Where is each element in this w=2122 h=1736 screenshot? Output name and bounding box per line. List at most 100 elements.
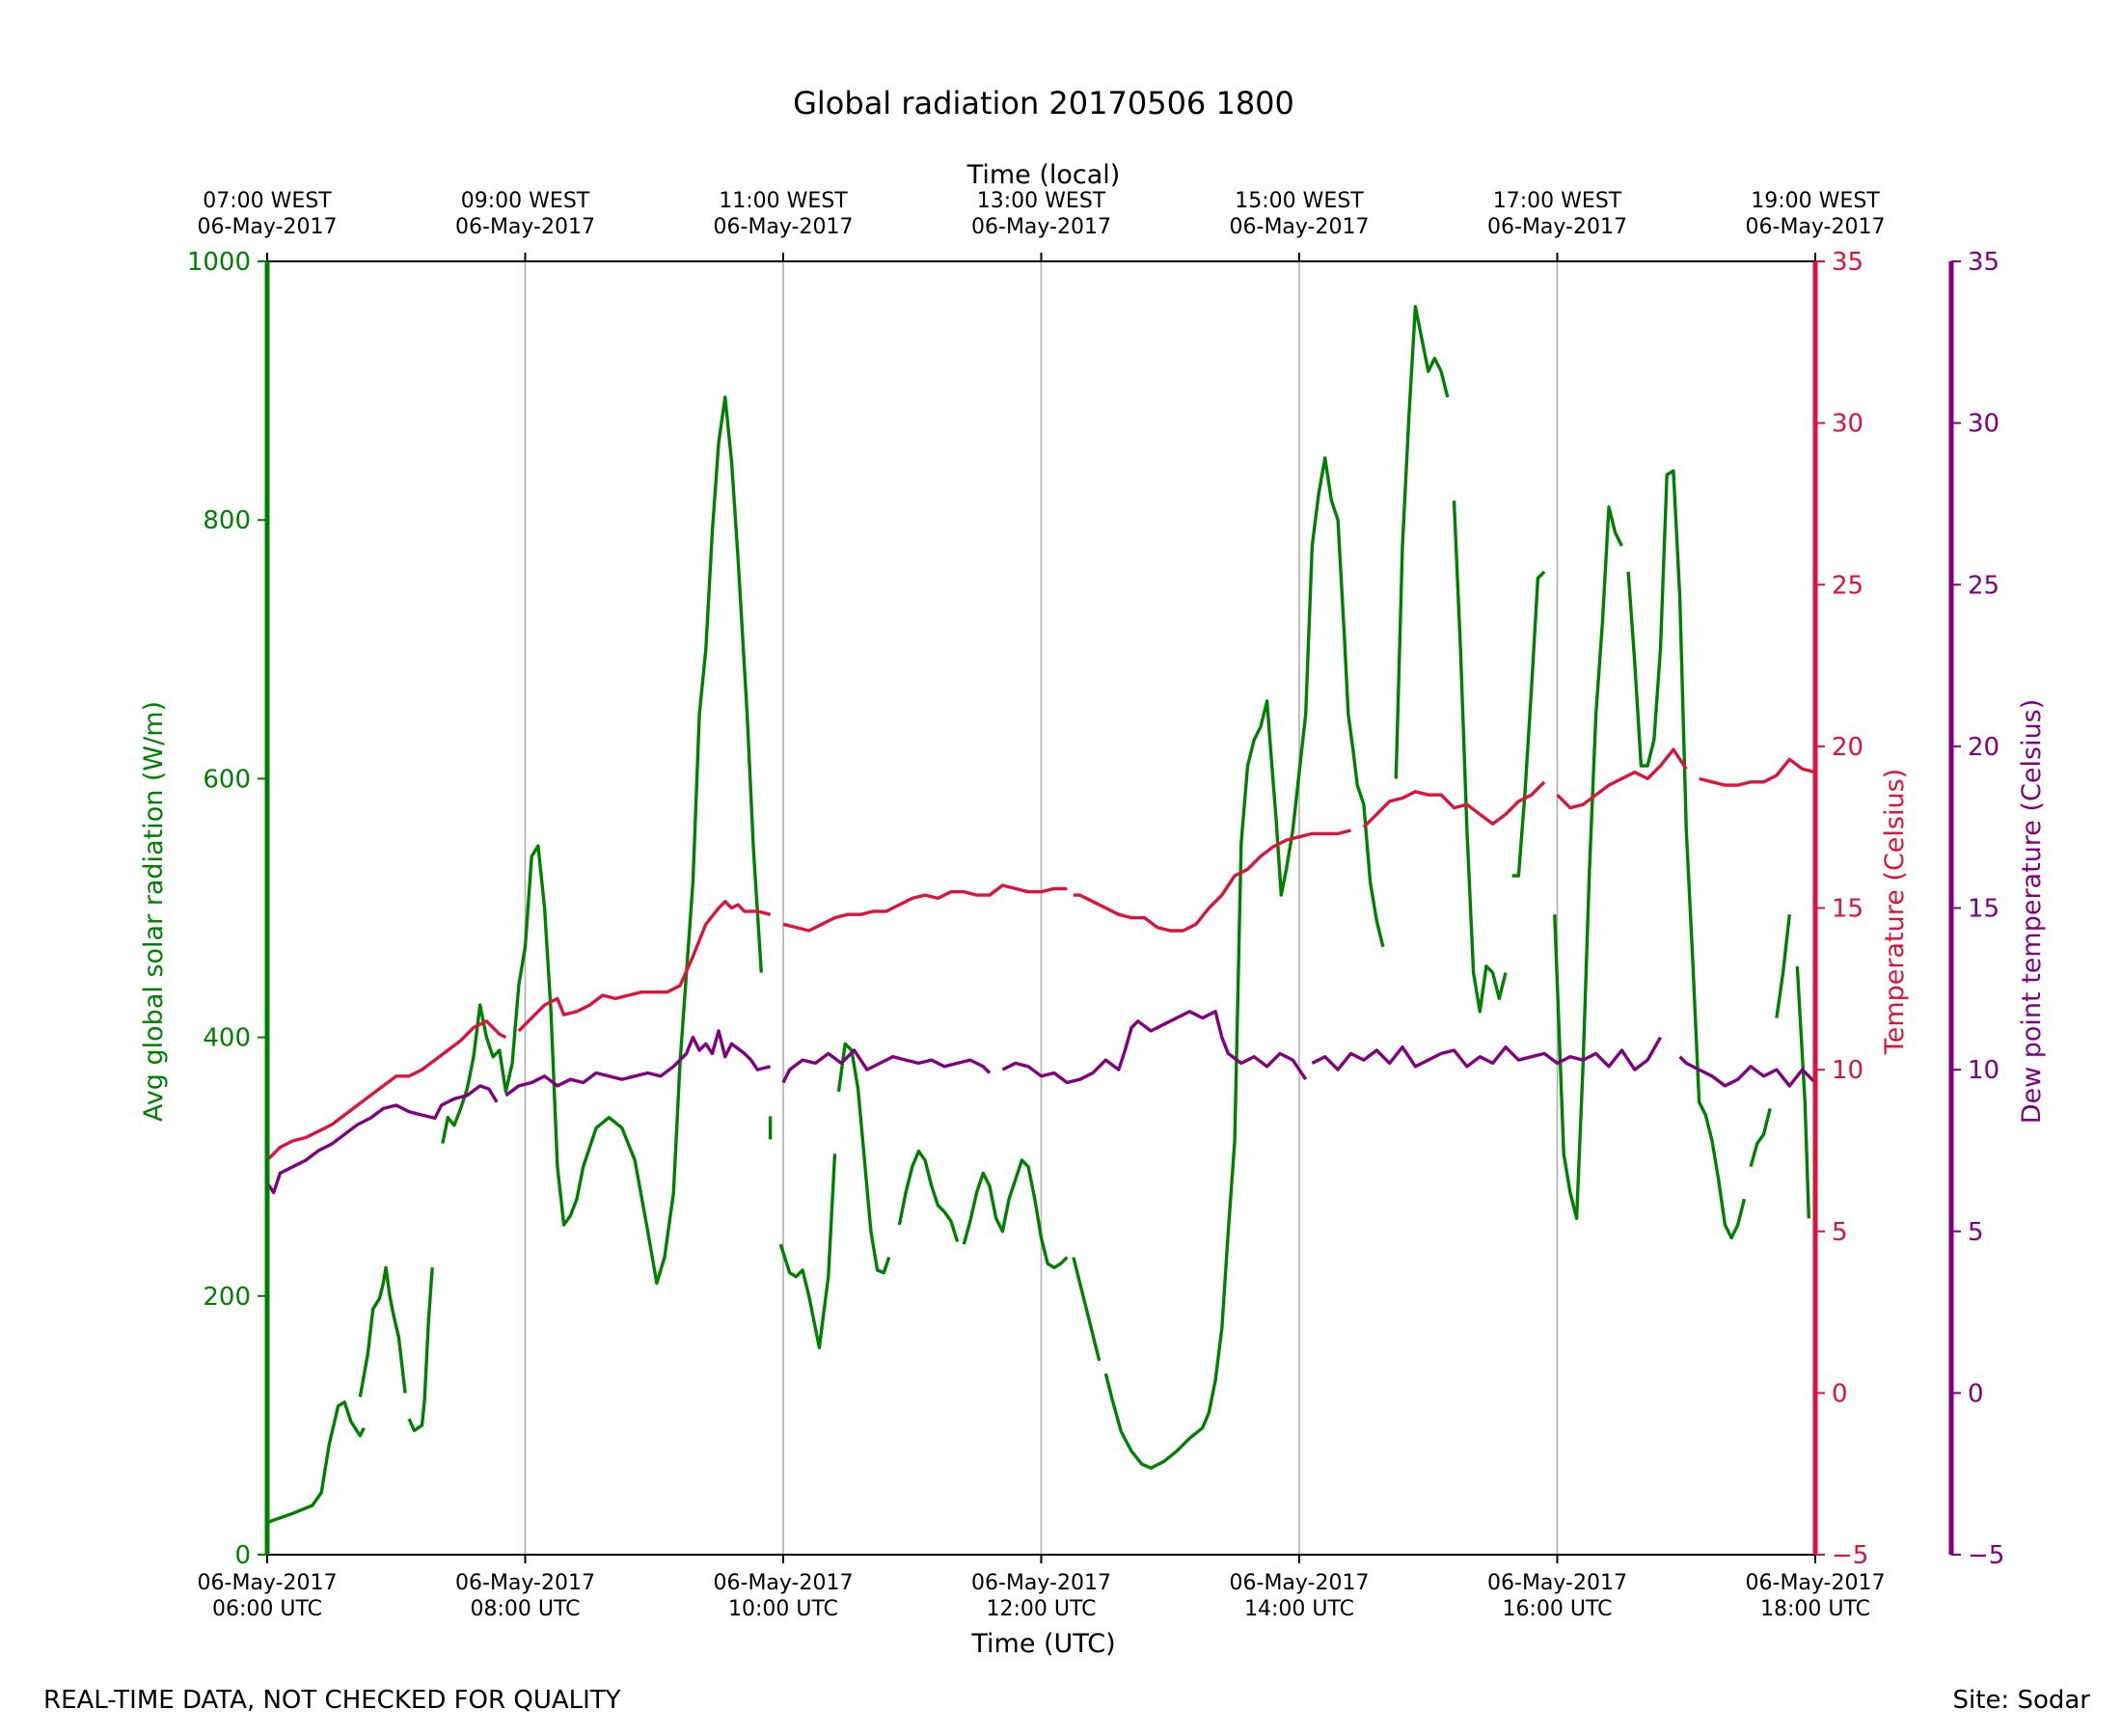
top-tick-label: 06-May-2017 bbox=[714, 215, 854, 239]
top-tick-label: 06-May-2017 bbox=[455, 215, 595, 239]
bottom-axis-label: Time (UTC) bbox=[970, 1629, 1115, 1659]
temperature-tick-label: 10 bbox=[1832, 1056, 1864, 1085]
temperature-tick-label: 15 bbox=[1832, 895, 1864, 924]
temperature-line-segment bbox=[1841, 778, 1983, 785]
radiation-axis-label: Avg global solar radiation (W/m) bbox=[139, 701, 169, 1122]
site-label: Site: Sodar bbox=[1952, 1686, 2090, 1715]
dewpoint-tick-label: 5 bbox=[1968, 1218, 1984, 1247]
top-tick-label: 06-May-2017 bbox=[1230, 215, 1370, 239]
x-tick-label: 12:00 UTC bbox=[986, 1597, 1096, 1621]
top-tick-label: 06-May-2017 bbox=[1487, 215, 1627, 239]
x-tick-label: 06-May-2017 bbox=[971, 1571, 1111, 1595]
dewpoint-line-segment bbox=[504, 1029, 772, 1098]
temperature-line-segment bbox=[1073, 828, 1351, 933]
radiation-tick-label: 1000 bbox=[187, 248, 251, 277]
top-tick-label: 11:00 WEST bbox=[719, 189, 848, 213]
top-tick-label: 09:00 WEST bbox=[461, 189, 590, 213]
top-tick-label: 15:00 WEST bbox=[1235, 189, 1364, 213]
x-tick-label: 06-May-2017 bbox=[1487, 1571, 1627, 1595]
temperature-line-segment bbox=[1699, 757, 1815, 787]
top-tick-label: 06-May-2017 bbox=[1746, 215, 1886, 239]
x-tick-label: 06-May-2017 bbox=[1746, 1571, 1886, 1595]
radiation-line-segment bbox=[836, 1042, 891, 1275]
dewpoint-tick-label: 35 bbox=[1968, 248, 2000, 277]
dewpoint-tick-label: 20 bbox=[1968, 733, 2000, 762]
temperature-line-segment bbox=[1362, 780, 1546, 828]
x-tick-label: 06-May-2017 bbox=[1230, 1571, 1370, 1595]
temperature-line-segment bbox=[267, 1019, 507, 1162]
dewpoint-line-segment bbox=[1001, 1010, 1308, 1085]
dewpoint-tick-label: 25 bbox=[1968, 571, 2000, 600]
radiation-line-segment bbox=[1795, 965, 1810, 1219]
radiation-line-segment bbox=[1749, 1107, 1772, 1168]
radiation-line-segment bbox=[441, 395, 763, 1286]
radiation-y-ticks: 0 200 400 600 800 1000 bbox=[187, 248, 267, 1570]
top-tick-label: 06-May-2017 bbox=[971, 215, 1111, 239]
radiation-tick-label: 600 bbox=[203, 765, 251, 794]
vertical-gridlines bbox=[524, 261, 1559, 1555]
series-radiation bbox=[267, 305, 1982, 1525]
radiation-tick-label: 0 bbox=[234, 1541, 251, 1570]
radiation-line-segment bbox=[1553, 505, 1623, 1220]
radiation-line-segment bbox=[1626, 469, 1747, 1240]
radiation-line-segment bbox=[897, 1149, 960, 1243]
temperature-tick-label: 25 bbox=[1832, 571, 1864, 600]
radiation-line-segment bbox=[778, 1153, 837, 1350]
x-tick-label: 06-May-2017 bbox=[198, 1571, 338, 1595]
temperature-tick-label: −5 bbox=[1832, 1541, 1868, 1570]
dewpoint-tick-label: 0 bbox=[1968, 1379, 1984, 1408]
top-tick-label: 07:00 WEST bbox=[203, 189, 332, 213]
radiation-line-segment bbox=[358, 1265, 407, 1397]
radiation-line-segment bbox=[1511, 570, 1546, 878]
x-tick-label: 08:00 UTC bbox=[470, 1597, 580, 1621]
temperature-line-segment bbox=[782, 883, 1068, 933]
dewpoint-line-segment bbox=[267, 1084, 499, 1195]
x-tick-label: 06-May-2017 bbox=[714, 1571, 854, 1595]
dewpoint-tick-label: −5 bbox=[1968, 1541, 2004, 1570]
plot-series bbox=[267, 305, 1983, 1525]
radiation-line-segment bbox=[1103, 456, 1385, 1470]
x-tick-label: 18:00 UTC bbox=[1760, 1597, 1870, 1621]
chart-title: Global radiation 20170506 1800 bbox=[793, 85, 1294, 122]
temperature-tick-label: 20 bbox=[1832, 733, 1864, 762]
top-tick-label: 19:00 WEST bbox=[1751, 189, 1880, 213]
x-tick-label: 16:00 UTC bbox=[1502, 1597, 1612, 1621]
dewpoint-line-segment bbox=[781, 1048, 992, 1084]
series-temperature bbox=[267, 747, 1983, 1162]
temperature-tick-label: 5 bbox=[1832, 1218, 1848, 1247]
top-tick-label: 13:00 WEST bbox=[977, 189, 1106, 213]
radiation-line-segment bbox=[962, 1158, 1069, 1269]
x-tick-label: 06:00 UTC bbox=[212, 1597, 322, 1621]
dewpoint-line-segment bbox=[1311, 1036, 1662, 1071]
dewpoint-tick-label: 15 bbox=[1968, 895, 2000, 924]
temperature-tick-label: 30 bbox=[1832, 410, 1864, 439]
dewpoint-tick-label: 30 bbox=[1968, 410, 2000, 439]
top-tick-label: 17:00 WEST bbox=[1493, 189, 1622, 213]
dewpoint-axis-label: Dew point temperature (Celsius) bbox=[2017, 699, 2047, 1125]
temperature-tick-label: 35 bbox=[1832, 248, 1864, 277]
top-axis-label: Time (local) bbox=[966, 160, 1121, 190]
radiation-line-segment bbox=[1452, 501, 1508, 1014]
radiation-tick-label: 400 bbox=[203, 1024, 251, 1053]
temperature-axis-label: Temperature (Celsius) bbox=[1880, 769, 1910, 1055]
x-tick-label: 10:00 UTC bbox=[728, 1597, 838, 1621]
radiation-tick-label: 800 bbox=[203, 506, 251, 535]
radiation-line-segment bbox=[267, 1400, 366, 1525]
temperature-tick-label: 0 bbox=[1832, 1379, 1848, 1408]
top-tick-label: 06-May-2017 bbox=[198, 215, 338, 239]
dewpoint-line-segment bbox=[1678, 1055, 1815, 1088]
radiation-line-segment bbox=[1828, 1303, 1982, 1387]
radiation-tick-label: 200 bbox=[203, 1283, 251, 1312]
series-dewpoint bbox=[267, 1010, 1815, 1195]
temperature-line-segment bbox=[1556, 747, 1688, 810]
radiation-line-segment bbox=[407, 1267, 434, 1432]
dewpoint-y-ticks: −5 0 5 10 15 20 25 30 35 bbox=[1951, 248, 2004, 1570]
radiation-line-segment bbox=[1775, 914, 1791, 1018]
radiation-line-segment bbox=[1072, 1257, 1102, 1362]
radiation-line-segment bbox=[1394, 305, 1450, 779]
temperature-line-segment bbox=[517, 900, 772, 1033]
x-tick-label: 14:00 UTC bbox=[1244, 1597, 1354, 1621]
